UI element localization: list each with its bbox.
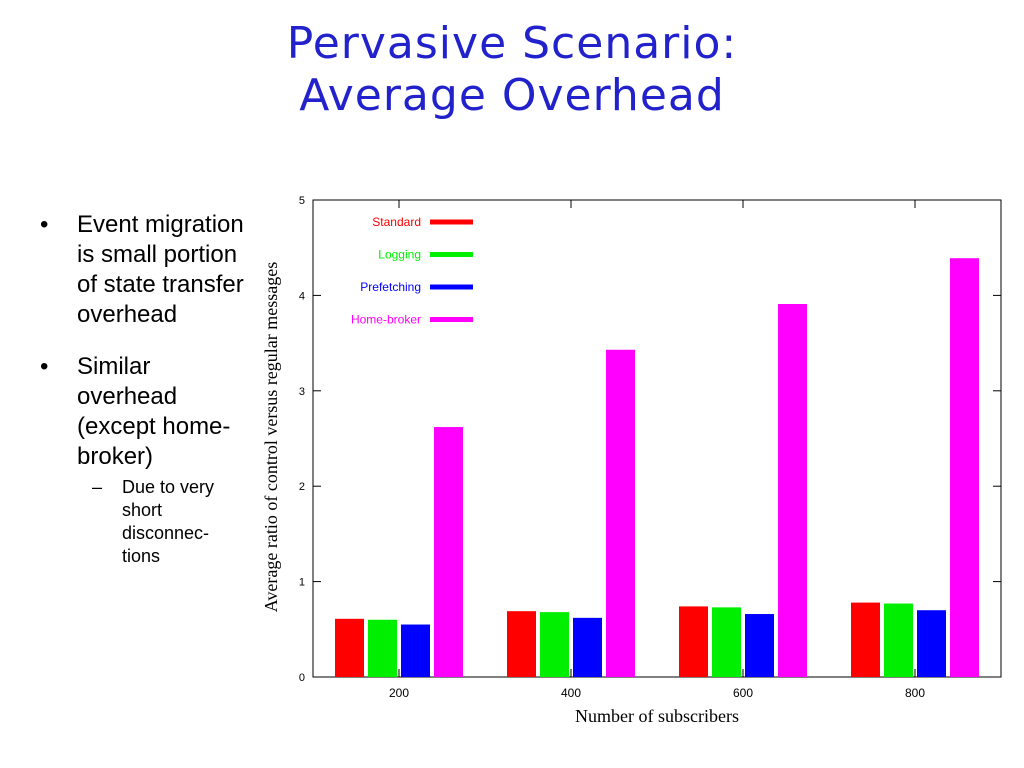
bullet-text: Event migration is small portion of stat…	[77, 211, 244, 328]
bar-prefetching	[573, 617, 602, 677]
bar-prefetching	[917, 610, 946, 677]
legend-label: Logging	[378, 248, 421, 262]
legend-swatch	[430, 317, 473, 322]
legend-swatch	[430, 284, 473, 290]
bar-home-broker	[950, 258, 979, 677]
sub-bullet-item: – Due to very short disconnec-tions	[91, 477, 215, 566]
bullet-dot-icon: •	[40, 211, 49, 238]
bar-logging	[368, 619, 397, 677]
bullet-text: Similar overhead (except home-broker)	[77, 353, 231, 470]
bar-home-broker	[434, 427, 463, 677]
bar-standard	[335, 618, 364, 677]
y-tick-label: 2	[299, 481, 305, 493]
legend-label: Standard	[372, 215, 421, 229]
sub-bullet-text: Due to very short disconnec-tions	[122, 477, 215, 566]
bar-standard	[679, 606, 708, 677]
title-line-1: Pervasive Scenario:	[286, 18, 738, 69]
y-tick-label: 4	[299, 290, 305, 302]
bullet-list: • Event migration is small portion of st…	[40, 210, 245, 590]
bullet-item: • Event migration is small portion of st…	[40, 210, 245, 330]
y-tick-label: 0	[299, 672, 305, 684]
slide-title: Pervasive Scenario: Average Overhead	[0, 18, 1024, 122]
legend-swatch	[430, 252, 473, 257]
bar-standard	[507, 611, 536, 677]
bullet-item: • Similar overhead (except home-broker) …	[40, 352, 245, 568]
y-tick-label: 1	[299, 577, 305, 589]
bar-logging	[540, 612, 569, 677]
x-tick-label: 400	[561, 686, 581, 700]
x-tick-label: 600	[733, 686, 753, 700]
x-tick-label: 800	[905, 686, 925, 700]
x-tick-label: 200	[389, 686, 409, 700]
bar-logging	[884, 603, 913, 677]
legend-label: Home-broker	[351, 313, 421, 327]
bar-logging	[712, 607, 741, 677]
legend-label: Prefetching	[360, 280, 421, 294]
legend-swatch	[430, 219, 473, 225]
plot-frame	[312, 199, 1002, 678]
x-axis-label: Number of subscribers	[575, 706, 739, 726]
bar-prefetching	[745, 614, 774, 677]
bullet-dot-icon: •	[40, 353, 49, 380]
y-tick-label: 5	[299, 195, 305, 207]
bar-chart: Average ratio of control versus regular …	[261, 195, 1002, 726]
bar-home-broker	[778, 303, 807, 677]
y-tick-label: 3	[299, 386, 305, 398]
bar-standard	[851, 602, 880, 677]
y-axis-label: Average ratio of control versus regular …	[261, 262, 281, 613]
title-line-2: Average Overhead	[299, 70, 725, 121]
bar-home-broker	[606, 349, 635, 677]
bar-prefetching	[401, 624, 430, 677]
